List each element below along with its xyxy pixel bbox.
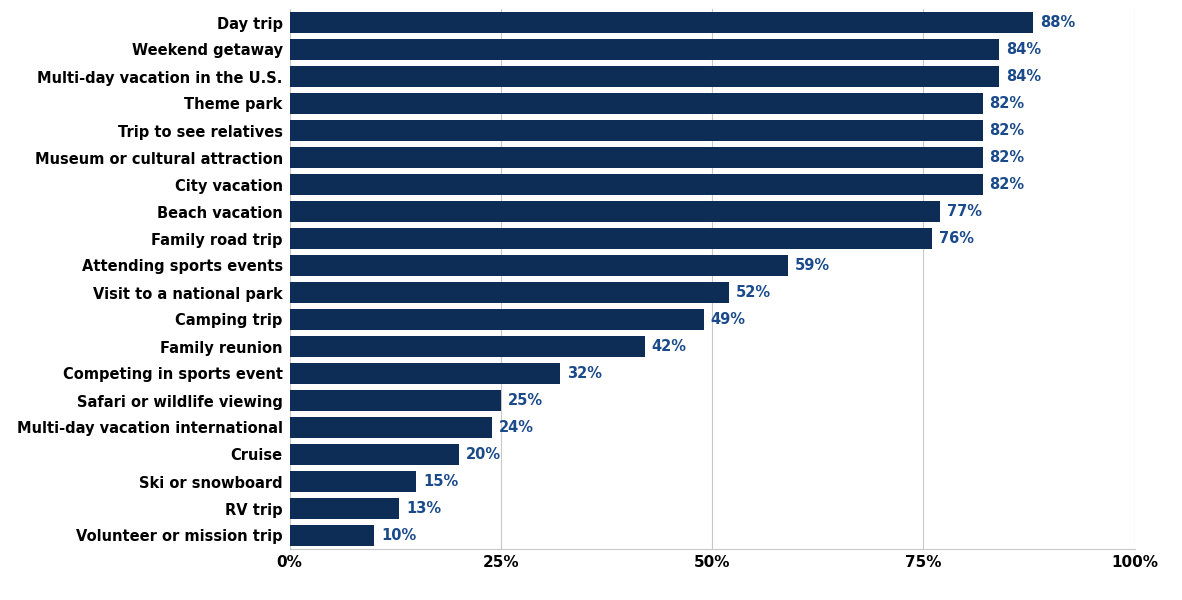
Bar	[290, 282, 729, 303]
Text: 32%: 32%	[567, 366, 602, 381]
Text: 84%: 84%	[1006, 69, 1041, 84]
Text: 42%: 42%	[651, 339, 687, 354]
Bar	[290, 147, 982, 168]
Text: 59%: 59%	[795, 258, 830, 273]
Text: 49%: 49%	[710, 312, 746, 327]
Bar	[290, 66, 1000, 87]
Text: 82%: 82%	[989, 123, 1025, 138]
Text: 82%: 82%	[989, 96, 1025, 111]
Text: 77%: 77%	[947, 204, 982, 219]
Bar	[290, 39, 1000, 60]
Bar	[290, 93, 982, 114]
Text: 52%: 52%	[736, 285, 771, 300]
Bar	[290, 498, 400, 519]
Text: 25%: 25%	[507, 393, 543, 408]
Bar	[290, 525, 374, 546]
Bar	[290, 174, 982, 195]
Text: 88%: 88%	[1040, 15, 1076, 30]
Bar	[290, 444, 459, 465]
Bar	[290, 471, 416, 492]
Bar	[290, 120, 982, 141]
Text: 15%: 15%	[423, 474, 459, 489]
Text: 82%: 82%	[989, 177, 1025, 192]
Bar	[290, 363, 560, 384]
Text: 13%: 13%	[407, 501, 441, 516]
Bar	[290, 255, 788, 276]
Bar	[290, 201, 941, 222]
Bar	[290, 228, 931, 249]
Bar	[290, 390, 501, 411]
Bar	[290, 417, 493, 438]
Bar	[290, 12, 1033, 33]
Bar	[290, 309, 703, 330]
Text: 84%: 84%	[1006, 42, 1041, 57]
Text: 24%: 24%	[499, 420, 534, 435]
Text: 10%: 10%	[381, 528, 416, 543]
Bar	[290, 336, 644, 357]
Text: 76%: 76%	[939, 231, 974, 246]
Text: 20%: 20%	[466, 447, 500, 462]
Text: 82%: 82%	[989, 150, 1025, 165]
